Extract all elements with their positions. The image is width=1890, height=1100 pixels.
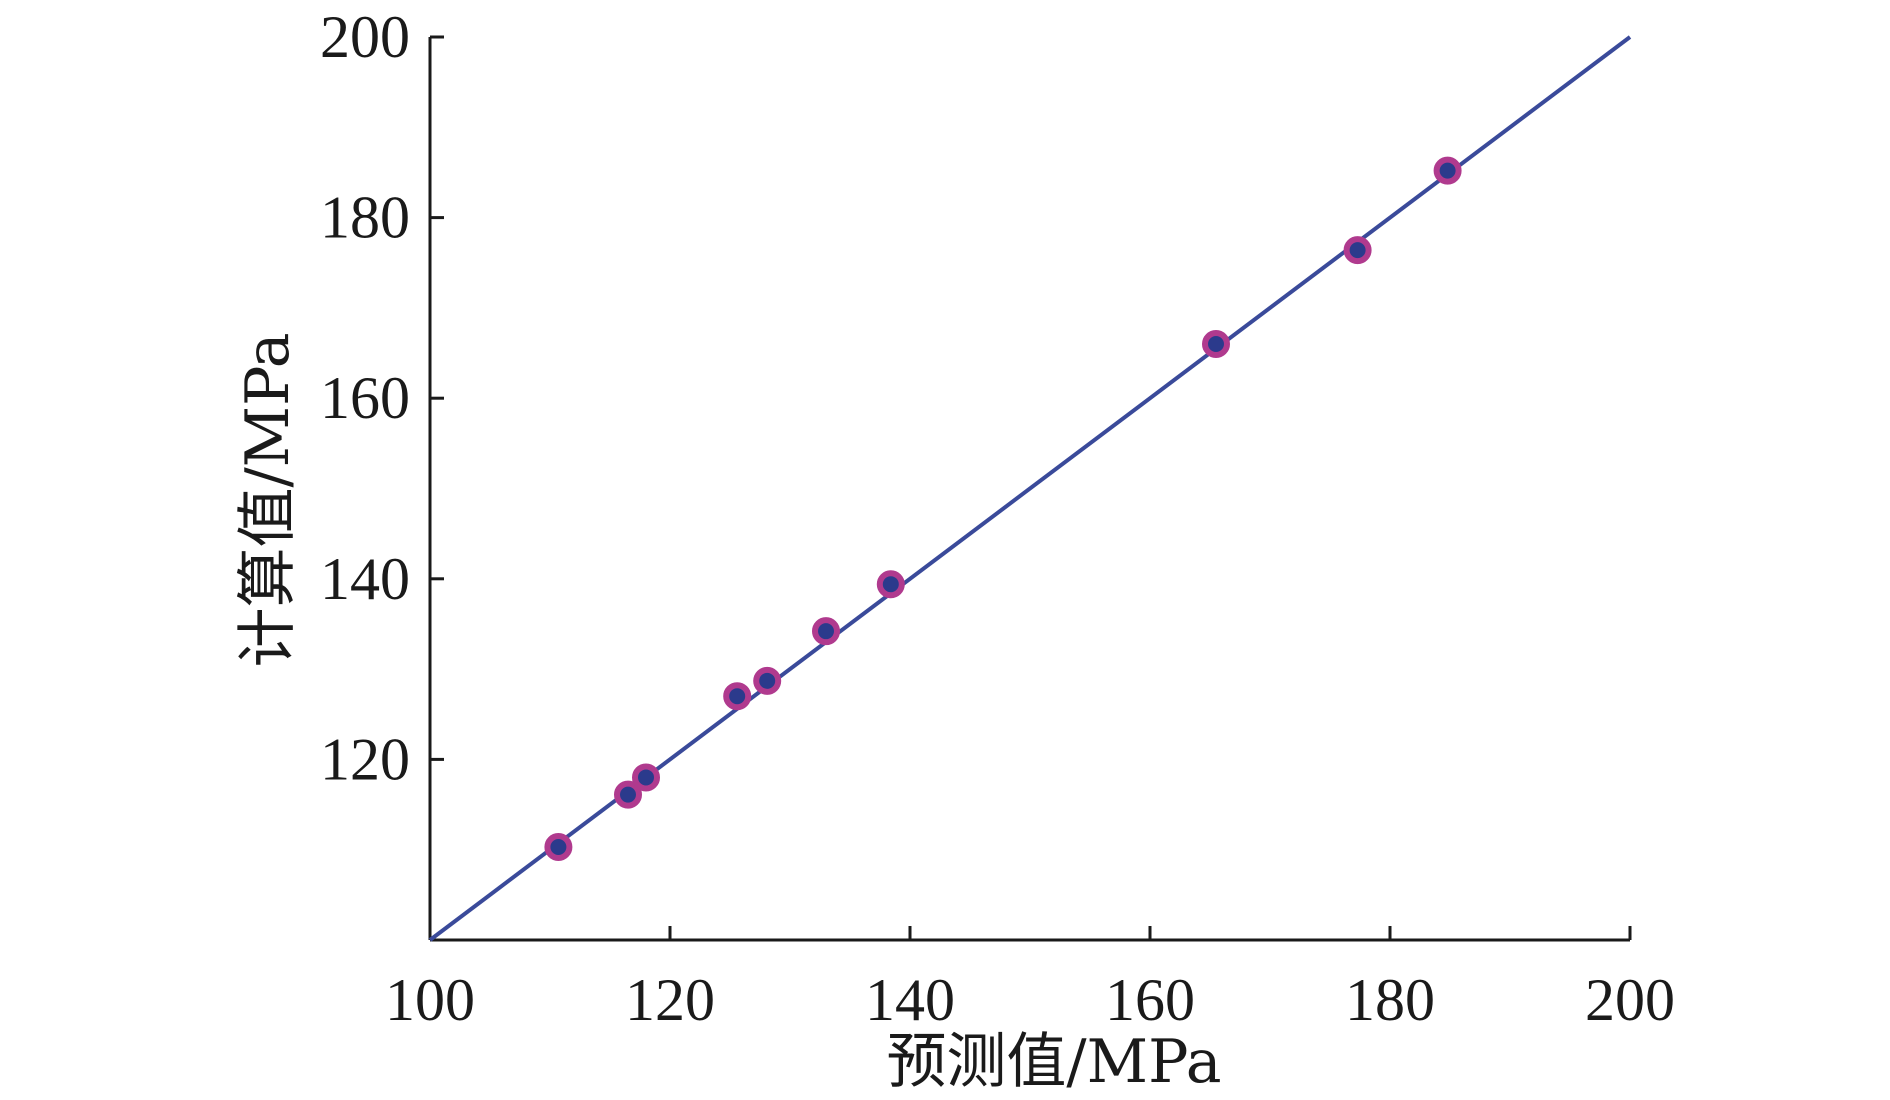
data-point — [614, 780, 642, 809]
x-tick-labels: 100 120 140 160 180 200 — [385, 967, 1675, 1033]
data-points — [544, 156, 1462, 861]
data-point — [632, 763, 660, 792]
data-point — [1343, 236, 1372, 265]
x-tick-label: 160 — [1105, 967, 1195, 1033]
data-point — [544, 832, 573, 861]
data-point — [876, 570, 905, 599]
x-tick-label: 140 — [865, 967, 955, 1033]
y-tick-label: 140 — [320, 546, 410, 612]
x-axis-title: 预测值/MPa — [886, 1027, 1221, 1097]
x-tick-label: 120 — [625, 967, 715, 1033]
data-point — [1202, 330, 1230, 359]
y-tick-label: 120 — [320, 726, 410, 792]
y-tick-labels: 120 140 160 180 200 — [320, 4, 410, 792]
data-point — [1433, 156, 1462, 185]
data-point — [723, 682, 752, 711]
y-tick-label: 200 — [320, 4, 410, 70]
y-tick-label: 160 — [320, 365, 410, 431]
y-axis-title: 计算值/MPa — [233, 332, 303, 667]
y-tick-label: 180 — [320, 185, 410, 251]
x-tick-label: 180 — [1345, 967, 1435, 1033]
x-tick-label: 100 — [385, 967, 475, 1033]
x-tick-label: 200 — [1585, 967, 1675, 1033]
data-point — [812, 617, 840, 646]
data-point — [753, 666, 782, 695]
axes — [428, 35, 1632, 942]
